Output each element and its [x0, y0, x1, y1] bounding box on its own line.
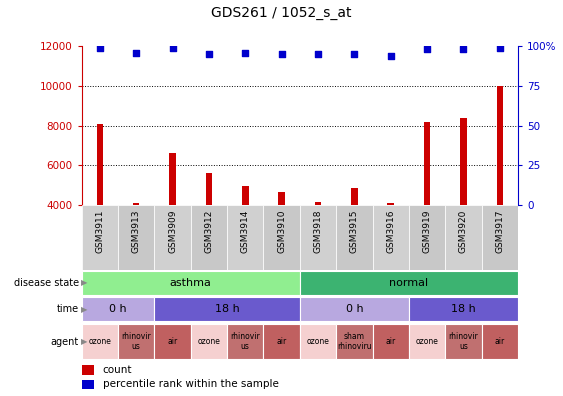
Text: 18 h: 18 h [215, 304, 239, 314]
Bar [387, 203, 394, 284]
Text: GSM3917: GSM3917 [495, 210, 504, 253]
Point [277, 51, 286, 57]
Bar [169, 153, 176, 284]
Bar [118, 205, 154, 270]
Text: sham
rhinoviru: sham rhinoviru [337, 332, 372, 351]
Point [132, 50, 141, 56]
Point [386, 53, 395, 59]
Text: disease state: disease state [14, 278, 79, 288]
Bar [96, 124, 103, 284]
Bar [278, 192, 285, 284]
Text: GSM3910: GSM3910 [277, 210, 286, 253]
Point [423, 46, 432, 53]
Bar [351, 188, 358, 284]
Bar [300, 297, 409, 322]
Text: GSM3911: GSM3911 [95, 210, 104, 253]
Bar [82, 379, 94, 389]
Bar [263, 324, 300, 359]
Text: rhinovir
us: rhinovir us [449, 332, 479, 351]
Bar [205, 173, 212, 284]
Bar [336, 205, 373, 270]
Text: ozone: ozone [198, 337, 220, 346]
Text: ▶: ▶ [81, 305, 88, 314]
Text: ozone: ozone [88, 337, 111, 346]
Bar [409, 205, 445, 270]
Text: air: air [276, 337, 287, 346]
Point [314, 51, 323, 57]
Text: GSM3915: GSM3915 [350, 210, 359, 253]
Text: time: time [57, 304, 79, 314]
Bar [82, 205, 118, 270]
Text: rhinovir
us: rhinovir us [121, 332, 151, 351]
Bar [227, 324, 263, 359]
Bar [481, 324, 518, 359]
Point [95, 45, 104, 51]
Bar [460, 118, 467, 284]
Text: percentile rank within the sample: percentile rank within the sample [102, 379, 279, 389]
Bar [82, 365, 94, 375]
Bar [191, 205, 227, 270]
Bar [191, 324, 227, 359]
Bar [445, 324, 481, 359]
Text: GSM3918: GSM3918 [314, 210, 323, 253]
Text: air: air [167, 337, 178, 346]
Bar [373, 205, 409, 270]
Bar [409, 324, 445, 359]
Bar [154, 297, 300, 322]
Text: agent: agent [51, 337, 79, 346]
Text: air: air [386, 337, 396, 346]
Text: ▶: ▶ [81, 278, 88, 287]
Text: 0 h: 0 h [346, 304, 363, 314]
Bar [373, 324, 409, 359]
Text: air: air [495, 337, 505, 346]
Point [350, 51, 359, 57]
Bar [118, 324, 154, 359]
Bar [82, 297, 154, 322]
Text: GSM3912: GSM3912 [204, 210, 213, 253]
Bar [263, 205, 300, 270]
Bar [409, 297, 518, 322]
Text: GSM3909: GSM3909 [168, 210, 177, 253]
Bar [154, 324, 191, 359]
Text: normal: normal [390, 278, 428, 288]
Bar [227, 205, 263, 270]
Bar [154, 205, 191, 270]
Text: ▶: ▶ [81, 337, 88, 346]
Text: GSM3913: GSM3913 [132, 210, 141, 253]
Bar [481, 205, 518, 270]
Point [459, 46, 468, 53]
Bar [336, 324, 373, 359]
Bar [497, 86, 503, 284]
Point [495, 45, 504, 51]
Text: GSM3916: GSM3916 [386, 210, 395, 253]
Text: ozone: ozone [415, 337, 439, 346]
Bar [82, 324, 118, 359]
Bar [424, 122, 430, 284]
Text: 0 h: 0 h [109, 304, 127, 314]
Text: rhinovir
us: rhinovir us [230, 332, 260, 351]
Point [204, 51, 213, 57]
Bar [300, 324, 336, 359]
Text: GSM3920: GSM3920 [459, 210, 468, 253]
Bar [133, 203, 140, 284]
Point [241, 50, 250, 56]
Text: GSM3914: GSM3914 [241, 210, 250, 253]
Bar [445, 205, 481, 270]
Text: GDS261 / 1052_s_at: GDS261 / 1052_s_at [211, 6, 352, 20]
Bar [300, 271, 518, 295]
Text: count: count [102, 365, 132, 375]
Text: 18 h: 18 h [451, 304, 476, 314]
Text: ozone: ozone [306, 337, 329, 346]
Point [168, 45, 177, 51]
Bar [315, 202, 321, 284]
Text: GSM3919: GSM3919 [423, 210, 432, 253]
Bar [242, 186, 248, 284]
Bar [300, 205, 336, 270]
Text: asthma: asthma [170, 278, 212, 288]
Bar [82, 271, 300, 295]
